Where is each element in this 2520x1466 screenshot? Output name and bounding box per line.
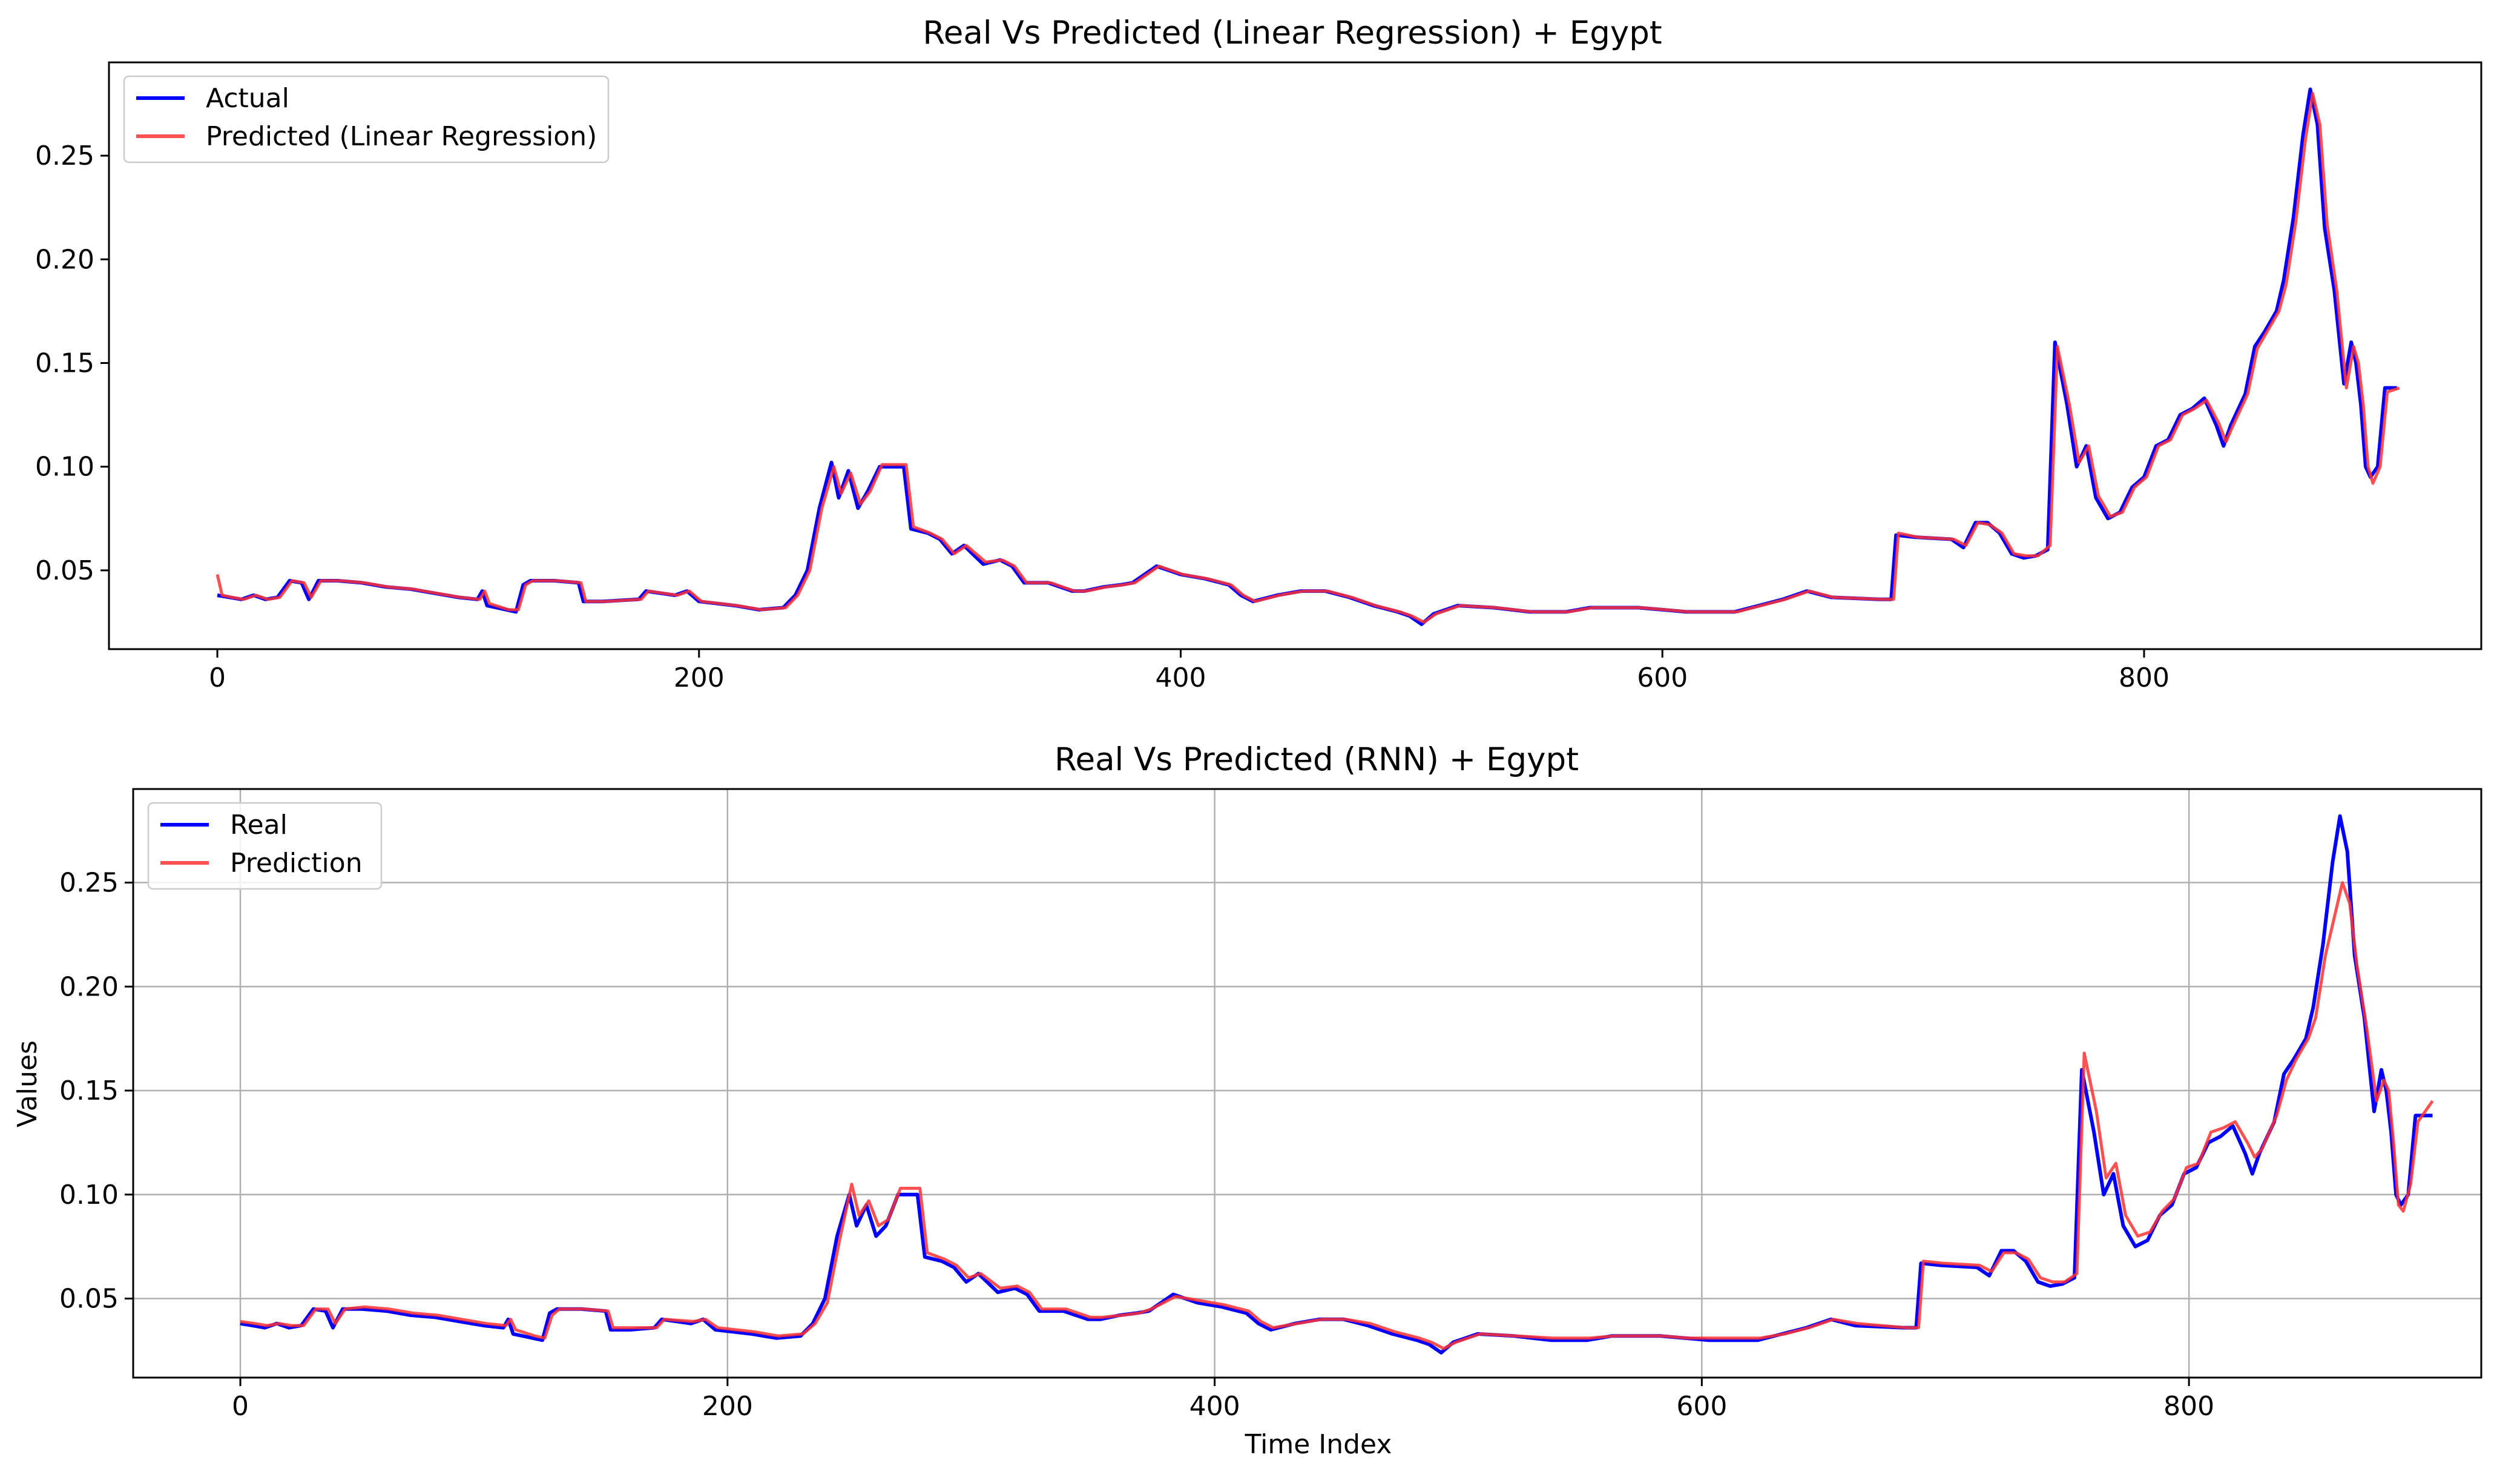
legend-box (123, 75, 610, 163)
legend-label: Real (230, 810, 288, 840)
x-tick-label: 0 (209, 662, 226, 693)
legend-label: Predicted (Linear Regression) (206, 121, 597, 152)
series-lines (240, 814, 2434, 1355)
y-tick-label: 0.20 (59, 971, 119, 1002)
grid-lines (133, 789, 2481, 1378)
x-tick-label: 0 (232, 1391, 249, 1422)
series-line-predicted (240, 881, 2434, 1350)
x-tick-label: 800 (2163, 1391, 2214, 1422)
linear-regression-chart: Real Vs Predicted (Linear Regression) + … (35, 15, 2482, 693)
y-tick-label: 0.15 (35, 348, 94, 378)
y-tick-label: 0.10 (35, 452, 94, 483)
series-lines (215, 87, 2400, 626)
y-tick-label: 0.15 (59, 1075, 119, 1106)
y-tick-label: 0.20 (35, 244, 94, 275)
chart-title: Real Vs Predicted (Linear Regression) + … (923, 15, 1662, 51)
legend: Real Prediction (147, 802, 383, 890)
x-axis-label: Time Index (1245, 1429, 1392, 1460)
y-tick-label: 0.05 (35, 555, 94, 586)
series-line-predicted (215, 91, 2400, 624)
y-axis-ticks: 0.05 0.10 0.15 0.20 0.25 (59, 868, 133, 1314)
x-tick-label: 600 (1676, 1391, 1727, 1422)
y-tick-label: 0.25 (35, 140, 94, 171)
y-axis-label: Values (12, 1040, 43, 1128)
x-tick-label: 600 (1637, 662, 1688, 693)
x-tick-label: 200 (674, 662, 725, 693)
legend: Actual Predicted (Linear Regression) (123, 75, 610, 163)
x-tick-label: 400 (1189, 1391, 1240, 1422)
plot-frame (108, 61, 2482, 650)
x-tick-label: 400 (1156, 662, 1206, 693)
plot-frame (132, 788, 2482, 1379)
y-axis-ticks: 0.05 0.10 0.15 0.20 0.25 (35, 140, 109, 586)
x-axis-ticks: 0 200 400 600 800 (209, 649, 2170, 693)
rnn-chart: Real Vs Predicted (RNN) + Egypt 0 200 400 6… (12, 741, 2482, 1460)
chart-title: Real Vs Predicted (RNN) + Egypt (1054, 741, 1579, 778)
x-axis-ticks: 0 200 400 600 800 (232, 1378, 2214, 1422)
y-tick-label: 0.25 (59, 868, 119, 899)
legend-label: Actual (206, 83, 289, 114)
legend-label: Prediction (230, 848, 363, 879)
y-tick-label: 0.05 (59, 1283, 119, 1314)
y-tick-label: 0.10 (59, 1180, 119, 1210)
x-tick-label: 800 (2119, 662, 2170, 693)
x-tick-label: 200 (702, 1391, 753, 1422)
